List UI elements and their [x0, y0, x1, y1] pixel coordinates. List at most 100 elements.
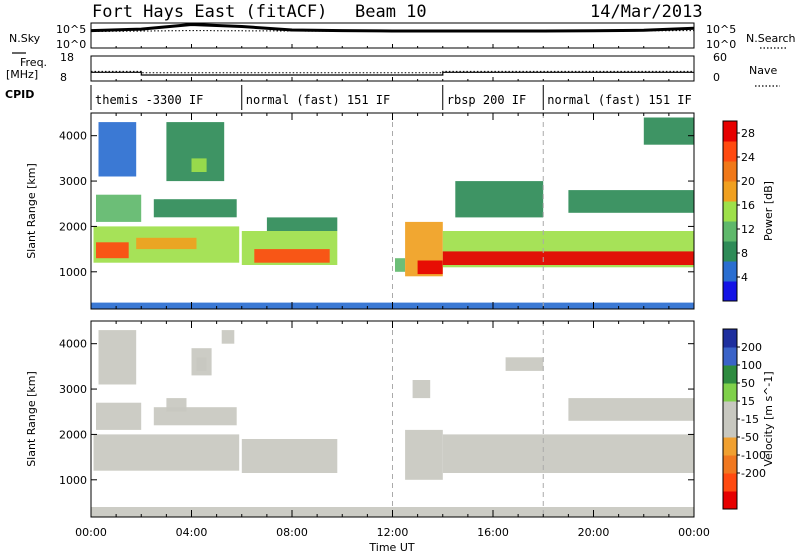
velocity-ylabel: Slant Range [km]	[25, 371, 38, 467]
cpid-segment-label: normal (fast) 151 IF	[547, 93, 692, 107]
velocity-patch	[221, 330, 235, 344]
velocity-colorbar-cell	[723, 401, 737, 420]
velocity-colorbar-cell	[723, 347, 737, 366]
frequency-panel: 18 8 60 0 Freq. [MHz] Nave	[6, 51, 780, 87]
velocity-colorbar-cell	[723, 455, 737, 474]
nave-ytick: 0	[713, 71, 720, 84]
power-patch	[254, 249, 330, 263]
power-colorbar-cell	[723, 201, 737, 222]
velocity-colorbar-tick-label: 50	[741, 377, 755, 390]
time-tick-label: 20:00	[578, 526, 610, 539]
time-axis-label: Time UT	[368, 541, 414, 554]
power-patch	[266, 217, 338, 231]
power-colorbar-cell	[723, 181, 737, 202]
power-patch	[96, 242, 129, 259]
velocity-colorbar-tick-label: -50	[741, 431, 759, 444]
velocity-colorbar-cell	[723, 419, 737, 438]
cpid-segment-label: rbsp 200 IF	[447, 93, 526, 107]
power-patch	[568, 190, 694, 213]
noise-tick-right-bottom: 10^0	[706, 38, 736, 51]
cpid-strip: CPID themis -3300 IF normal (fast) 151 IF…	[5, 85, 692, 110]
power-colorbar-cell	[723, 241, 737, 262]
power-colorbar-frame	[722, 120, 738, 302]
velocity-patch	[166, 398, 187, 412]
velocity-ytick-label: 4000	[59, 338, 87, 351]
velocity-patch	[153, 407, 237, 426]
velocity-colorbar-label: Velocity [m s^-1]	[762, 371, 775, 466]
nsearch-label: N.Search	[746, 32, 796, 45]
velocity-patch	[568, 398, 694, 421]
nave-label: Nave	[749, 64, 777, 77]
freq-ytick: 18	[60, 51, 74, 64]
velocity-colorbar-tick-label: 100	[741, 359, 762, 372]
power-patch	[395, 258, 406, 272]
time-tick-label: 16:00	[477, 526, 509, 539]
power-panel: 1000 2000 3000 4000 Slant Range [km] 4 8 12 16…	[25, 112, 775, 310]
nave-line	[91, 70, 694, 74]
power-colorbar-cell	[723, 261, 737, 282]
velocity-colorbar-tick-label: -100	[741, 449, 766, 462]
power-patch	[153, 199, 237, 218]
power-ytick-label: 2000	[59, 220, 87, 233]
velocity-colorbar-tick-label: -15	[741, 413, 759, 426]
power-patch	[98, 122, 137, 177]
time-tick-label: 08:00	[276, 526, 308, 539]
noise-line-nsearch	[90, 30, 695, 32]
velocity-patch	[412, 380, 431, 399]
noise-tick-left-bottom: 10^0	[56, 38, 86, 51]
power-patch	[166, 122, 225, 182]
velocity-patch	[96, 402, 142, 430]
velocity-colorbar-cell	[723, 383, 737, 402]
power-patch	[417, 260, 443, 275]
cpid-segment-label: normal (fast) 151 IF	[246, 93, 391, 107]
date-label: 14/Mar/2013	[590, 2, 703, 22]
time-tick-label: 12:00	[377, 526, 409, 539]
time-tick-label: 00:00	[75, 526, 107, 539]
nsky-label: N.Sky	[9, 32, 41, 45]
freq-line	[91, 71, 694, 76]
velocity-colorbar-cell	[723, 473, 737, 492]
power-colorbar-tick-label: 20	[741, 175, 755, 188]
power-patch	[96, 194, 142, 222]
power-patch	[643, 117, 694, 145]
velocity-colorbar-tick-label: 200	[741, 341, 762, 354]
power-colorbar-cell	[723, 281, 737, 302]
power-colorbar-cell	[723, 141, 737, 162]
power-colorbar-tick-label: 16	[741, 199, 755, 212]
cpid-label: CPID	[5, 88, 34, 101]
freq-label: Freq.	[20, 56, 47, 69]
velocity-patch	[405, 429, 443, 480]
power-colorbar-tick-label: 24	[741, 151, 755, 164]
power-colorbar-tick-label: 12	[741, 223, 755, 236]
velocity-ytick-label: 3000	[59, 383, 87, 396]
velocity-patch	[196, 357, 207, 371]
power-colorbar-cell	[723, 121, 737, 142]
power-colorbar-cell	[723, 221, 737, 242]
velocity-patch	[241, 439, 338, 473]
power-patch	[136, 237, 197, 250]
power-ytick-label: 1000	[59, 266, 87, 279]
velocity-colorbar-cell	[723, 437, 737, 456]
velocity-patch	[98, 330, 137, 385]
power-colorbar-tick-label: 8	[741, 247, 748, 260]
power-colorbar-tick-label: 28	[741, 127, 755, 140]
cpid-segment-label: themis -3300 IF	[95, 93, 203, 107]
velocity-panel: 1000 2000 3000 4000 Slant Range [km] 200 100…	[25, 320, 775, 554]
velocity-patch	[505, 357, 544, 371]
velocity-patch	[442, 434, 694, 473]
noise-tick-right-top: 10^5	[706, 23, 736, 36]
power-ylabel: Slant Range [km]	[25, 163, 38, 259]
velocity-colorbar-tick-label: 15	[741, 395, 755, 408]
power-patch	[455, 181, 544, 218]
velocity-patch	[93, 434, 240, 471]
power-ytick-label: 3000	[59, 175, 87, 188]
velocity-ytick-label: 2000	[59, 428, 87, 441]
velocity-colorbar-cell	[723, 365, 737, 384]
noise-tick-left-top: 10^5	[56, 23, 86, 36]
velocity-colorbar-cell	[723, 491, 737, 510]
power-patch	[442, 251, 694, 265]
station-title: Fort Hays East (fitACF)	[92, 2, 327, 22]
power-colorbar-cell	[723, 161, 737, 182]
power-colorbar-label: Power [dB]	[762, 181, 775, 241]
